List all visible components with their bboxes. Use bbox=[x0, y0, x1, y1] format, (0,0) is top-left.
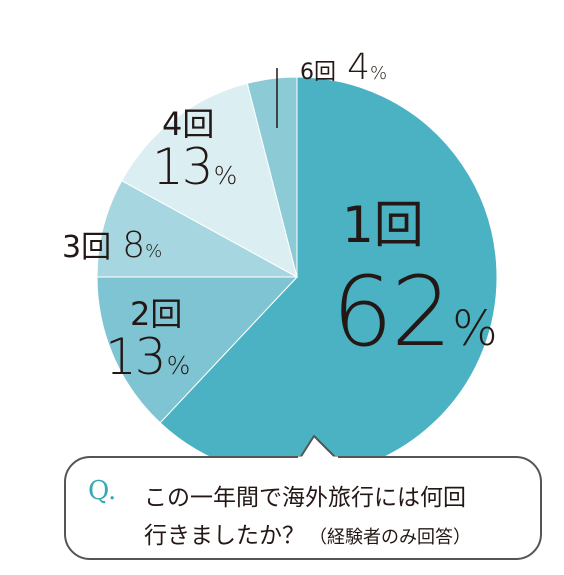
category-label: 1回 bbox=[342, 196, 424, 254]
question-callout: Q. この一年間で海外旅行には何回 行きましたか？ （経験者のみ回答） bbox=[64, 456, 542, 560]
pie-slice-2-times bbox=[96, 276, 299, 424]
pie-slices bbox=[96, 76, 498, 478]
question-text-line1: この一年間で海外旅行には何回 bbox=[144, 485, 466, 511]
pie-slice-6-times bbox=[246, 76, 298, 278]
slice-label-4-times: 4回 13% bbox=[152, 108, 237, 192]
category-label: 6回 bbox=[300, 60, 336, 85]
percent-value: 8% bbox=[122, 225, 163, 266]
category-label: 4回 bbox=[162, 105, 215, 143]
category-label: 2回 bbox=[130, 295, 183, 333]
pie-slice-3-times bbox=[96, 179, 298, 278]
percent-value: 62% bbox=[332, 256, 498, 368]
question-mark-label: Q. bbox=[88, 476, 117, 506]
slice-label-1-time: 1回 62% bbox=[332, 200, 498, 360]
percent-value: 13% bbox=[105, 328, 191, 386]
slice-label-6-times: 6回 4% bbox=[300, 50, 387, 86]
percent-value: 13% bbox=[152, 138, 238, 196]
slice-label-2-times: 2回 13% bbox=[105, 298, 190, 382]
category-label: 3回 bbox=[62, 230, 112, 265]
percent-value: 4% bbox=[347, 47, 388, 88]
question-text-line2: 行きましたか？ （経験者のみ回答） bbox=[144, 516, 471, 550]
pie-slice-4-times bbox=[121, 82, 298, 278]
question-text: 行きましたか？ bbox=[144, 523, 305, 549]
question-note: （経験者のみ回答） bbox=[309, 527, 471, 548]
slice-label-3-times: 3回 8% bbox=[62, 228, 162, 264]
